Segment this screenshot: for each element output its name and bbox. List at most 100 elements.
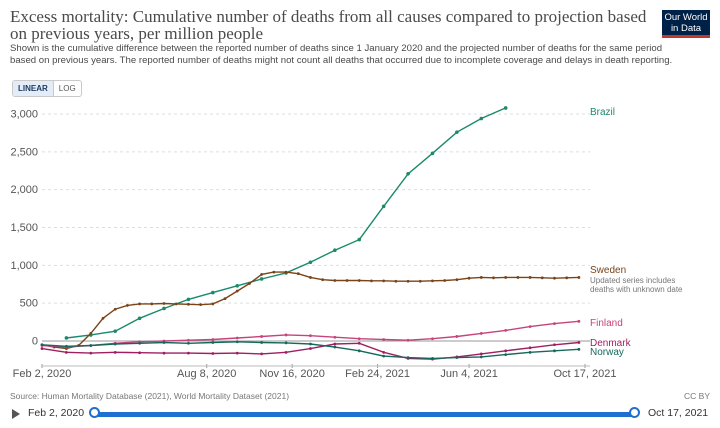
- gridlines: [42, 113, 590, 342]
- our-world-in-data-logo[interactable]: Our World in Data: [662, 10, 710, 38]
- data-point-brazil: [211, 290, 215, 295]
- timeline-track[interactable]: [95, 412, 635, 417]
- data-point-sweden: [89, 332, 93, 335]
- data-point-finland: [382, 338, 386, 341]
- y-tick-label: 1,500: [10, 222, 38, 234]
- data-point-finland: [260, 335, 264, 338]
- sweden-note: Updated series includes: [590, 276, 675, 285]
- data-point-sweden: [333, 279, 337, 282]
- data-point-sweden: [248, 282, 251, 285]
- data-point-finland: [479, 332, 483, 335]
- data-point-finland: [333, 335, 337, 339]
- sweden-note: deaths with unknown date: [590, 285, 683, 294]
- timeline-slider[interactable]: Feb 2, 2020 Oct 17, 2021: [0, 404, 720, 424]
- data-point-sweden: [394, 279, 398, 283]
- data-point-sweden: [431, 279, 434, 283]
- data-point-norway: [577, 347, 581, 351]
- source-note: Source: Human Mortality Database (2021),…: [10, 391, 290, 401]
- data-point-sweden: [345, 279, 349, 282]
- data-point-denmark: [260, 352, 264, 356]
- data-point-finland: [553, 322, 556, 325]
- data-point-norway: [382, 354, 386, 358]
- data-point-finland: [528, 325, 532, 329]
- data-point-brazil: [479, 116, 484, 121]
- license-label[interactable]: CC BY: [684, 391, 710, 401]
- data-point-sweden: [235, 289, 239, 293]
- timeline-end-label: Oct 17, 2021: [648, 407, 709, 419]
- logo-line-1: Our World: [664, 12, 708, 23]
- log-scale-button[interactable]: LOG: [58, 84, 76, 93]
- data-point-sweden: [211, 302, 215, 306]
- play-icon[interactable]: [12, 409, 20, 419]
- data-point-sweden: [540, 276, 544, 280]
- linear-scale-button[interactable]: LINEAR: [13, 81, 54, 96]
- data-point-denmark: [309, 347, 312, 350]
- x-tick-label: Oct 17, 2021: [554, 368, 617, 380]
- data-point-denmark: [89, 351, 93, 355]
- x-axis-ticks: Feb 2, 2020 Aug 8, 2020 Nov 16, 2020 Feb 24…: [13, 364, 617, 380]
- data-point-sweden: [309, 276, 312, 279]
- timeline-start-handle[interactable]: [89, 407, 100, 418]
- data-point-sweden: [260, 273, 264, 276]
- data-point-norway: [431, 357, 434, 360]
- data-point-norway: [455, 356, 459, 360]
- data-point-finland: [577, 319, 581, 323]
- chart-footer: Source: Human Mortality Database (2021),…: [10, 391, 710, 401]
- data-point-norway: [162, 341, 166, 344]
- data-point-sweden: [418, 279, 422, 283]
- data-point-sweden: [553, 276, 556, 280]
- data-point-brazil: [137, 316, 142, 321]
- data-point-sweden: [565, 276, 569, 280]
- data-point-sweden: [150, 302, 154, 306]
- series-lines: [40, 106, 581, 361]
- data-point-finland: [504, 329, 508, 332]
- data-point-norway: [40, 343, 44, 347]
- data-point-sweden: [370, 279, 373, 283]
- data-point-norway: [187, 341, 190, 345]
- y-tick-label: 1,000: [10, 260, 38, 272]
- data-point-brazil: [113, 329, 118, 333]
- data-point-norway: [65, 344, 68, 348]
- data-point-sweden: [113, 307, 117, 311]
- data-point-brazil: [186, 297, 191, 302]
- data-point-denmark: [211, 352, 215, 355]
- chart-title: Excess mortality: Cumulative number of d…: [10, 7, 647, 43]
- series-label-sweden: Sweden: [590, 265, 626, 276]
- data-point-norway: [553, 349, 556, 353]
- timeline-end-handle[interactable]: [629, 407, 640, 418]
- data-point-finland: [431, 337, 434, 341]
- data-point-norway: [309, 342, 312, 346]
- data-point-finland: [406, 338, 410, 342]
- data-point-brazil: [235, 283, 240, 288]
- data-point-brazil: [381, 204, 386, 209]
- data-point-denmark: [357, 341, 361, 345]
- data-point-brazil: [333, 248, 337, 252]
- data-point-brazil: [406, 171, 410, 176]
- data-point-sweden: [138, 302, 142, 306]
- data-point-sweden: [199, 303, 203, 307]
- data-point-norway: [333, 345, 337, 349]
- data-point-brazil: [503, 106, 508, 110]
- data-point-brazil: [430, 151, 435, 156]
- data-point-norway: [528, 350, 532, 354]
- data-point-denmark: [113, 350, 117, 354]
- data-point-norway: [260, 341, 264, 344]
- line-chart[interactable]: 0 500 1,000 1,500 2,000 2,500 3,000 Feb 2, 202…: [0, 100, 720, 388]
- y-tick-label: 2,500: [10, 146, 38, 158]
- data-point-finland: [357, 337, 361, 341]
- data-point-norway: [89, 344, 93, 347]
- data-point-sweden: [382, 279, 386, 283]
- data-point-denmark: [162, 351, 166, 355]
- data-point-sweden: [406, 279, 410, 283]
- scale-toggle: LINEAR LOG: [12, 80, 82, 97]
- data-point-norway: [235, 340, 239, 344]
- y-tick-label: 500: [20, 298, 38, 310]
- data-point-denmark: [40, 347, 44, 350]
- data-point-sweden: [101, 316, 105, 320]
- x-tick-label: Aug 8, 2020: [177, 368, 236, 380]
- timeline-start-label: Feb 2, 2020: [28, 407, 85, 419]
- data-point-sweden: [187, 302, 190, 306]
- data-point-brazil: [357, 237, 362, 242]
- data-point-sweden: [516, 276, 520, 279]
